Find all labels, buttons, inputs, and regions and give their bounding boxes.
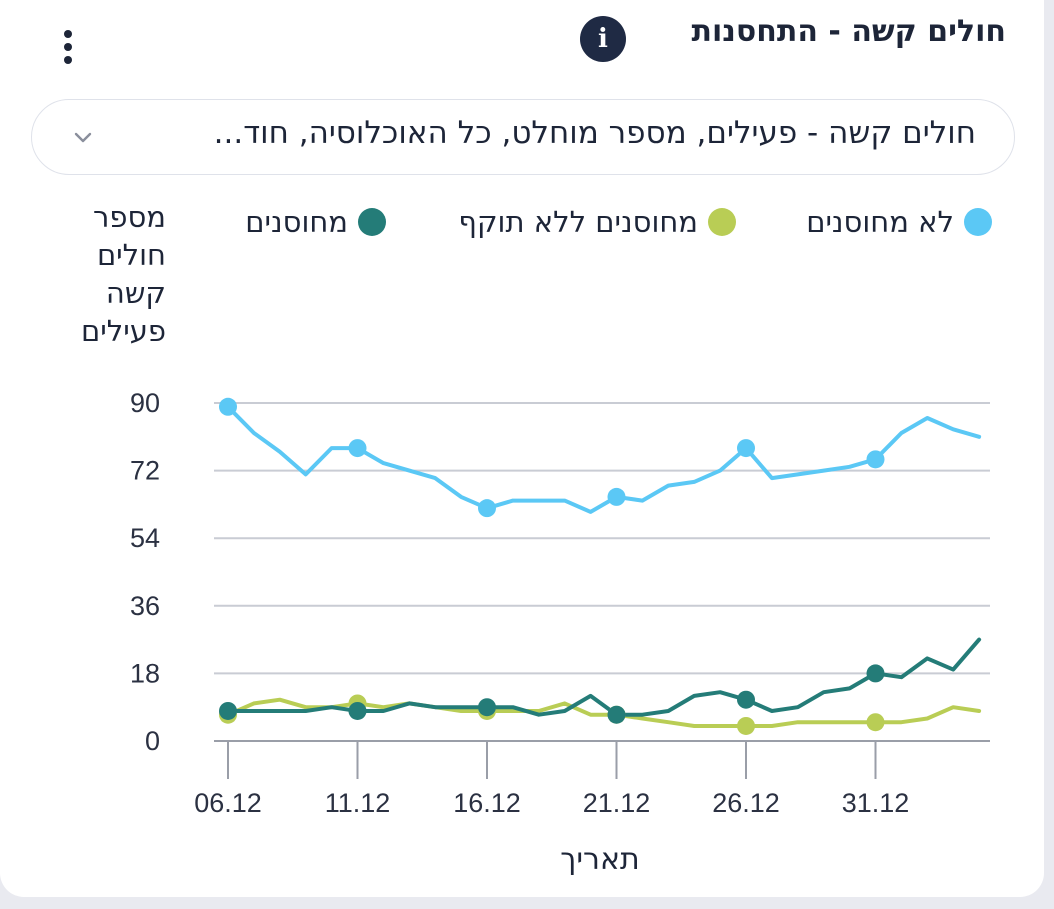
x-tick-label: 21.12 (583, 788, 651, 818)
chart-card: חולים קשה - התחסנות i חולים קשה - פעילים… (0, 0, 1044, 897)
x-tick-label: 31.12 (842, 788, 910, 818)
legend-item-vaccinated[interactable]: מחוסנים (245, 198, 386, 246)
legend-label: מחוסנים ללא תוקף (458, 205, 698, 239)
data-point (866, 450, 885, 469)
y-tick-label: 36 (130, 591, 160, 621)
legend-dot-icon (358, 208, 386, 236)
data-point (607, 705, 626, 724)
data-point (866, 664, 885, 683)
y-tick-label: 54 (130, 523, 160, 553)
x-tick-label: 06.12 (194, 788, 262, 818)
info-icon[interactable]: i (580, 16, 626, 62)
data-point (219, 397, 237, 416)
data-point (866, 713, 885, 732)
x-axis-label: תאריך (560, 842, 640, 877)
more-vertical-icon[interactable] (58, 30, 78, 70)
y-axis-label: מספר חולים קשה פעילים (81, 200, 166, 348)
legend-item-expired[interactable]: מחוסנים ללא תוקף (458, 198, 736, 246)
data-point (607, 487, 626, 506)
data-point (219, 701, 237, 720)
x-tick-label: 11.12 (325, 788, 391, 818)
series-line (226, 637, 982, 717)
legend-item-unvaccinated[interactable]: לא מחוסנים (806, 198, 992, 246)
data-point (478, 698, 496, 717)
y-tick-label: 18 (130, 658, 160, 688)
chevron-down-icon (74, 132, 92, 143)
y-tick-label: 0 (145, 726, 160, 756)
data-point (478, 499, 496, 518)
legend-label: מחוסנים (245, 205, 348, 239)
line-chart: 0 18 36 54 72 90 06.12 11.12 16.12 21.12 26.12 31.1… (130, 388, 990, 818)
x-tick-label: 26.12 (712, 788, 780, 818)
data-point (737, 716, 755, 735)
y-tick-label: 72 (130, 456, 160, 486)
data-point (737, 439, 755, 458)
data-point (737, 690, 755, 709)
y-tick-label: 90 (130, 388, 160, 418)
legend-label: לא מחוסנים (806, 205, 954, 239)
metric-select-value: חולים קשה - פעילים, מספר מוחלט, כל האוכל… (213, 115, 976, 151)
series-line (226, 404, 982, 514)
chart-title: חולים קשה - התחסנות (691, 14, 1006, 49)
x-tick-label: 16.12 (453, 788, 521, 818)
metric-select[interactable]: חולים קשה - פעילים, מספר מוחלט, כל האוכל… (31, 99, 1015, 175)
data-point (348, 439, 367, 458)
legend-dot-icon (708, 208, 736, 236)
legend-dot-icon (964, 208, 992, 236)
data-point (348, 701, 367, 720)
